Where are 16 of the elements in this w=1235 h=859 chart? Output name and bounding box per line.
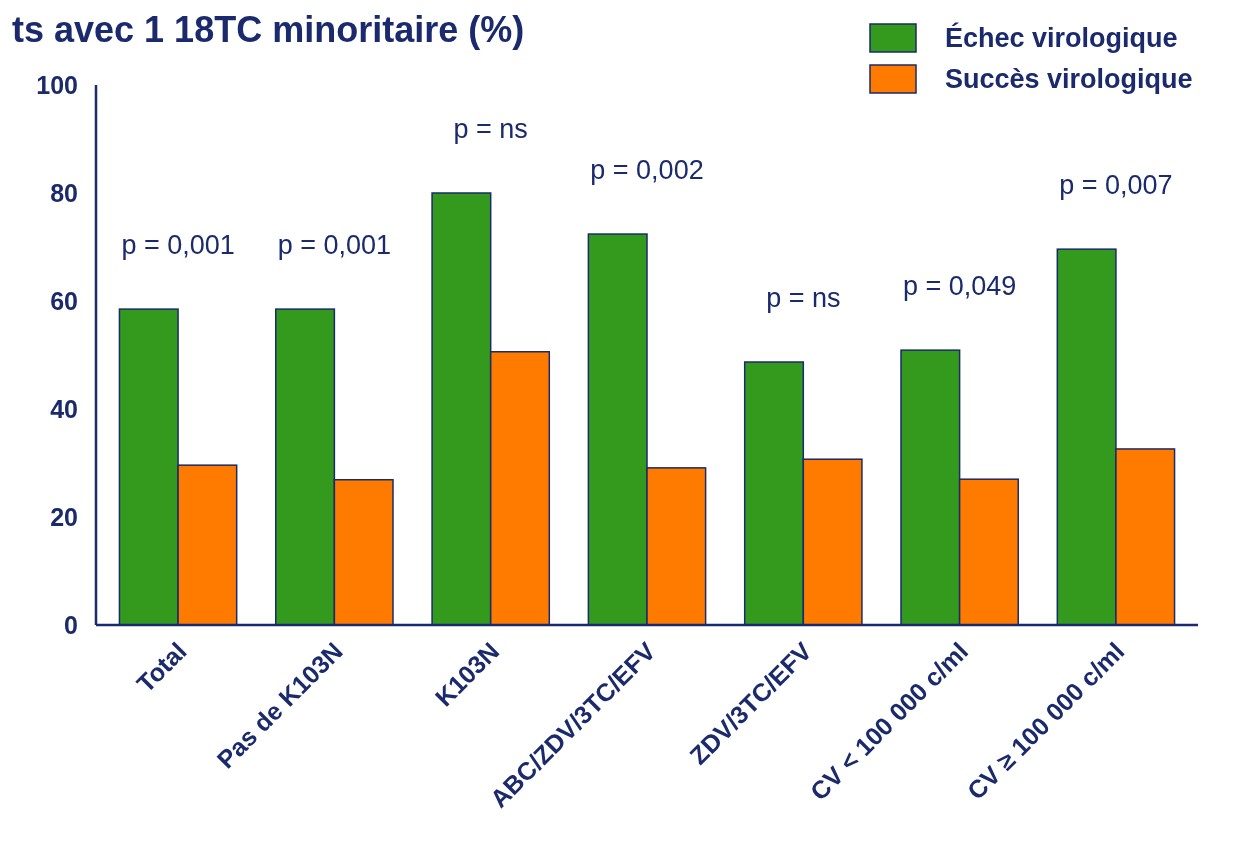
annotation: p = 0,001 xyxy=(121,230,235,261)
y-tick-label: 0 xyxy=(64,610,78,639)
y-tick-label: 20 xyxy=(50,502,78,531)
chart-title: ts avec 1 18TC minoritaire (%) xyxy=(12,9,525,50)
y-tick-label: 60 xyxy=(50,286,78,315)
annotation: p = ns xyxy=(766,283,841,314)
y-tick-label: 40 xyxy=(50,394,78,423)
legend-label: Échec virologique xyxy=(945,22,1178,54)
y-tick-label: 80 xyxy=(50,178,78,207)
y-tick-label: 100 xyxy=(36,70,78,99)
annotation: p = ns xyxy=(453,114,528,144)
legend-label: Succès virologique xyxy=(945,64,1193,95)
annotation: p = 0,001 xyxy=(277,230,392,261)
annotation: p = 0,002 xyxy=(590,155,704,186)
annotation: p = 0,049 xyxy=(902,271,1017,302)
annotation: p = 0,007 xyxy=(1059,170,1173,201)
